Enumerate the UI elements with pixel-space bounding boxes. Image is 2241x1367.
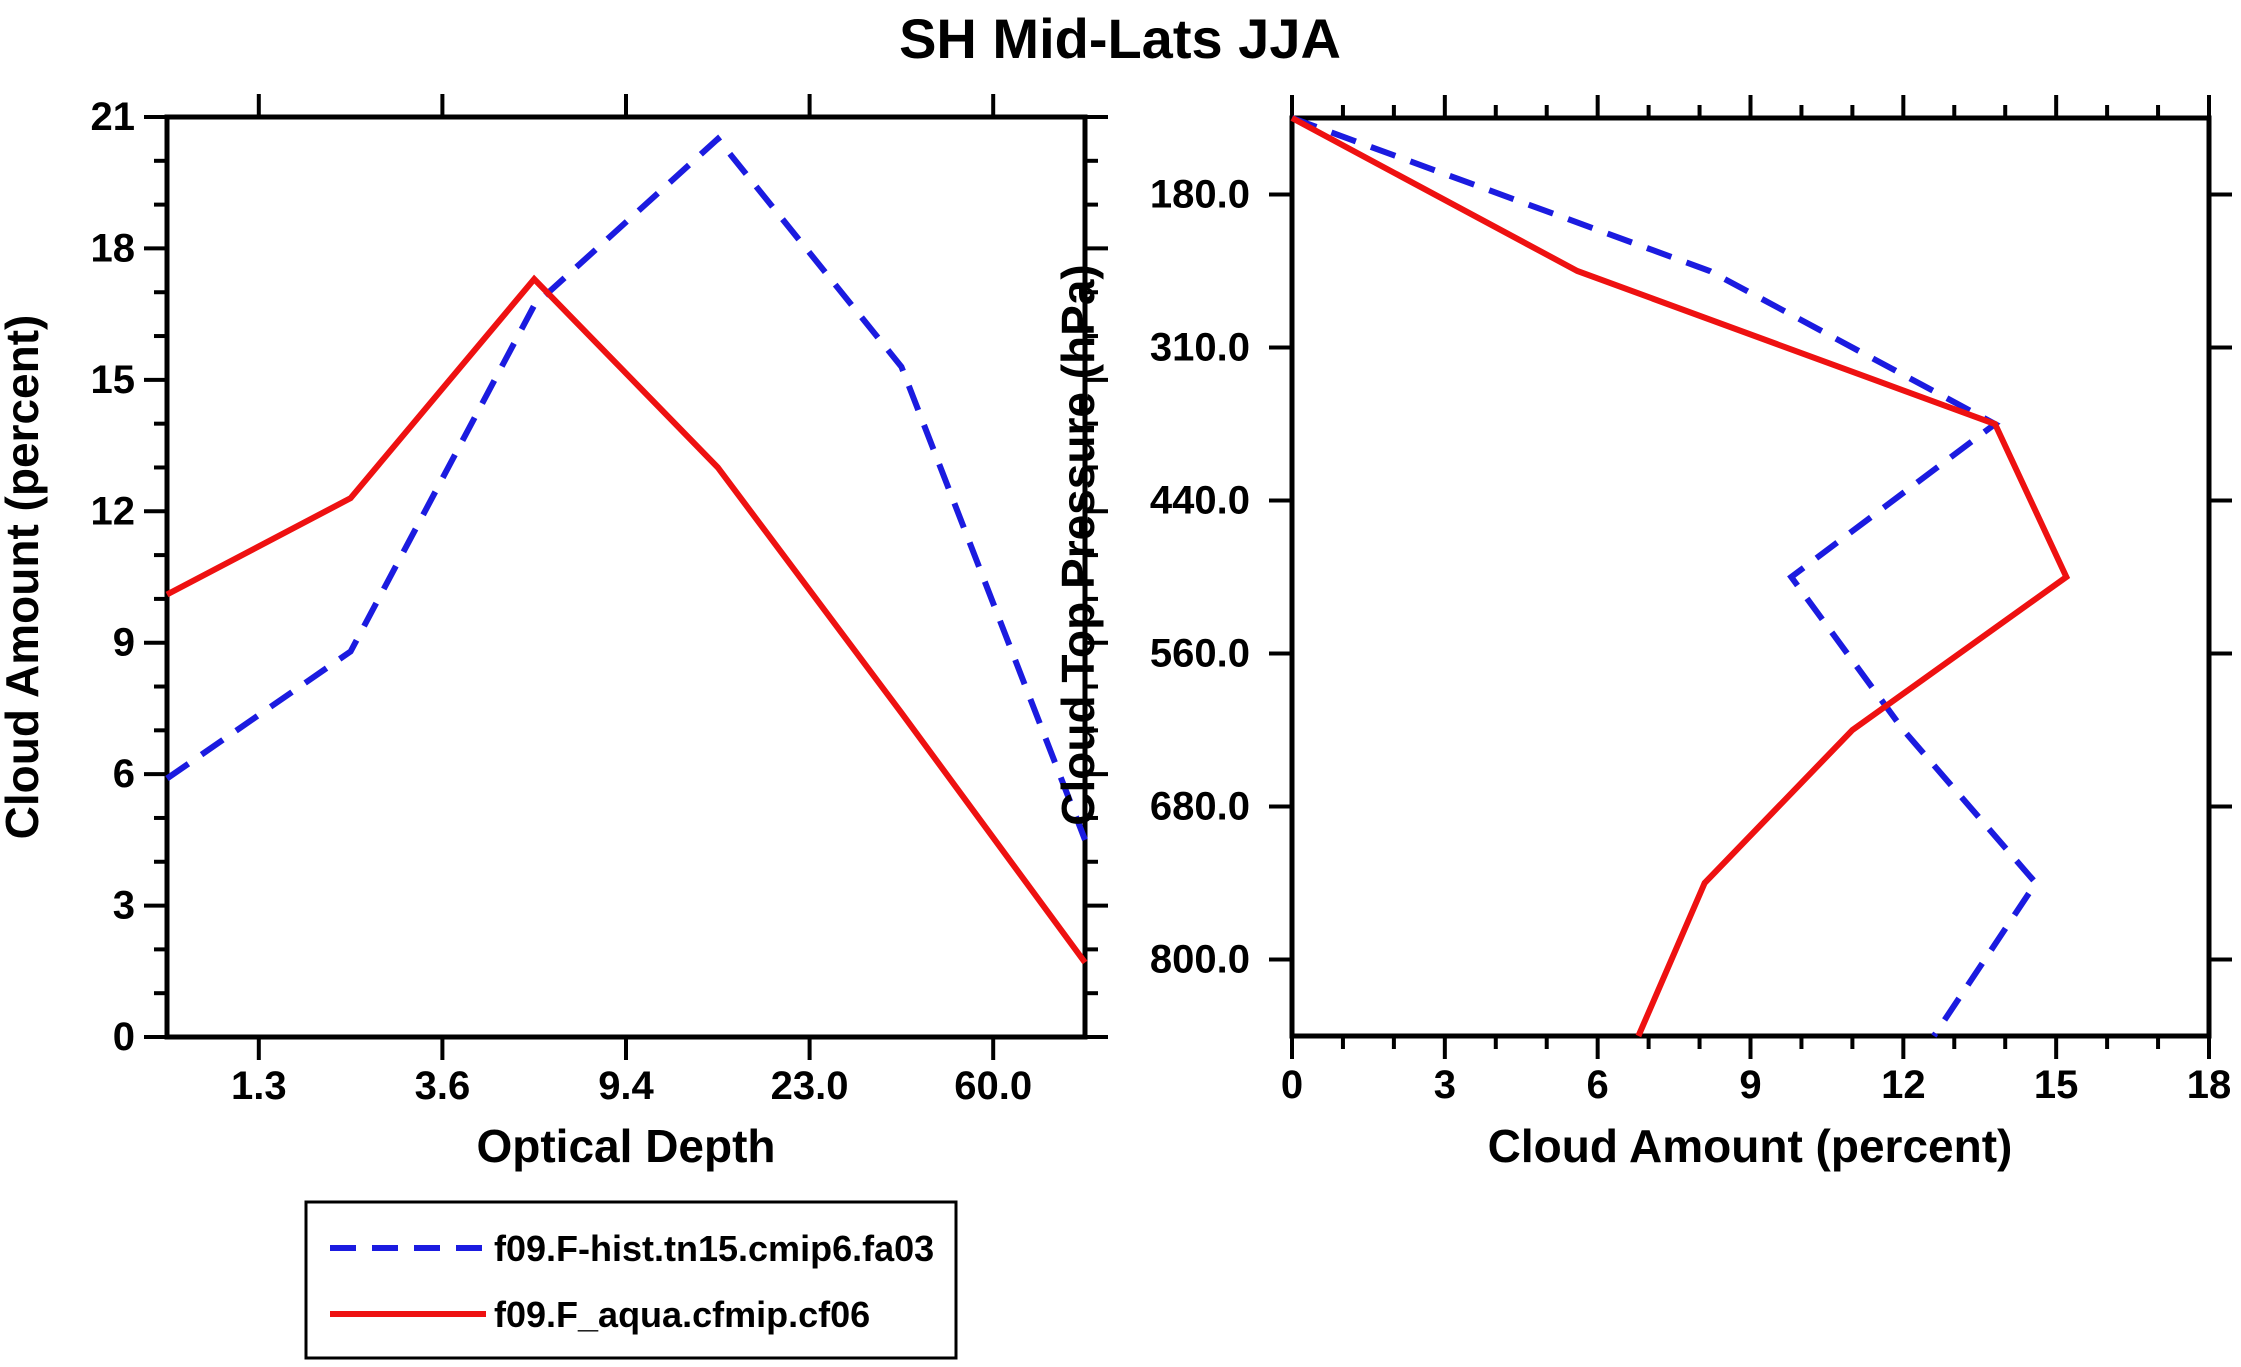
y-tick-label: 12 [91,489,136,533]
x-tick-label: 12 [1881,1063,1926,1107]
x-tick-label: 9.4 [598,1064,654,1108]
y-tick-label: 0 [113,1015,135,1059]
x-tick-label: 60.0 [954,1064,1032,1108]
pressure-tick-label: 310.0 [1150,326,1250,370]
y-tick-label: 21 [91,95,136,139]
right-x-axis-title: Cloud Amount (percent) [1488,1120,2013,1172]
x-tick-label: 0 [1281,1063,1303,1107]
pressure-tick-label: 180.0 [1150,173,1250,217]
pressure-tick-label: 440.0 [1150,479,1250,523]
y-tick-label: 18 [91,226,136,270]
x-tick-label: 3 [1434,1063,1456,1107]
x-tick-label: 3.6 [415,1064,471,1108]
x-tick-label: 23.0 [771,1064,849,1108]
y-tick-label: 6 [113,752,135,796]
pressure-tick-label: 560.0 [1150,632,1250,676]
x-tick-label: 18 [2187,1063,2232,1107]
legend-label-aqua: f09.F_aqua.cfmip.cf06 [494,1294,870,1335]
right-panel-plot: 180.0 310.0 440.0 560.0 680.0 800.0 0 3 6 9 12 15 18 [1150,95,2232,1107]
left-x-axis-title: Optical Depth [476,1120,775,1172]
x-tick-label: 15 [2034,1063,2079,1107]
x-tick-label: 9 [1739,1063,1761,1107]
plot-frame [164,114,1088,1040]
left-panel-plot: 0 3 6 9 12 15 18 21 1.3 3.6 9.4 23.0 60.0 [91,94,1108,1108]
plot-frame [1289,115,2212,1039]
page-title: SH Mid-Lats JJA [899,7,1341,70]
pressure-tick-label: 680.0 [1150,785,1250,829]
legend: f09.F-hist.tn15.cmip6.fa03 f09.F_aqua.cf… [304,1200,958,1360]
legend-label-hist: f09.F-hist.tn15.cmip6.fa03 [494,1228,934,1269]
series-line-solid [1290,115,2071,1038]
legend-box [304,1200,958,1360]
right-y-axis-title: Cloud Top Pressure (hPa) [1052,264,1104,825]
series-line-dashed [165,134,1088,841]
y-tick-label: 3 [113,884,135,928]
series-line-dashed [1290,115,2040,1038]
series-line-solid [165,274,1088,965]
pressure-tick-label: 800.0 [1150,938,1250,982]
x-tick-label: 1.3 [231,1064,287,1108]
left-y-axis-title: Cloud Amount (percent) [0,315,48,840]
y-tick-label: 9 [113,621,135,665]
x-tick-label: 6 [1587,1063,1609,1107]
y-tick-label: 15 [91,358,136,402]
